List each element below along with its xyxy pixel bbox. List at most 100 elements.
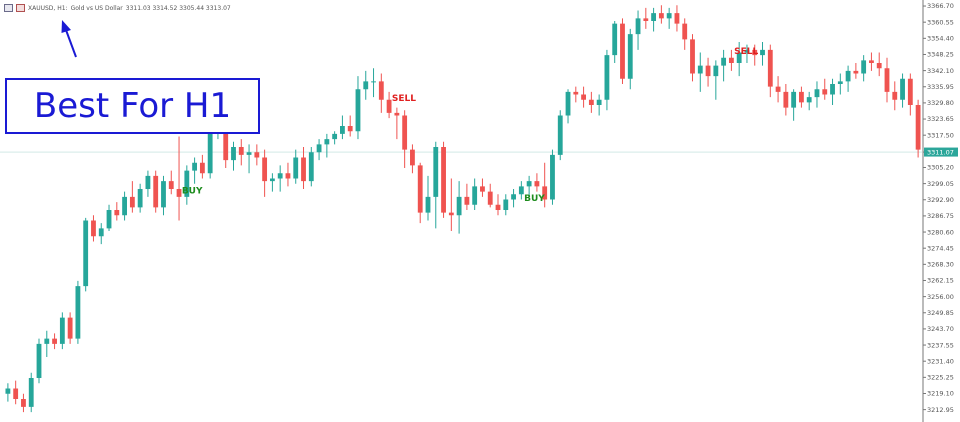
candle (347, 115, 353, 137)
price-tick-label: 3342.10 (927, 67, 954, 75)
candle (573, 86, 579, 103)
candles-layer (0, 5, 922, 413)
candle (721, 49, 727, 82)
candle (246, 144, 252, 174)
candle (91, 215, 96, 242)
candle (728, 49, 734, 71)
candle (542, 162, 548, 208)
candle (324, 133, 330, 158)
candle (557, 110, 563, 161)
candle (293, 149, 299, 184)
candle (635, 10, 641, 50)
candle (643, 7, 649, 29)
candle (464, 183, 470, 210)
candle (52, 333, 57, 350)
candle (21, 393, 26, 413)
candle (340, 115, 345, 140)
candle (44, 330, 50, 357)
price-tick-label: 3280.60 (927, 228, 954, 236)
candle (853, 63, 859, 79)
candle (620, 18, 625, 84)
candle (153, 170, 159, 213)
candle (534, 173, 540, 192)
price-tick-label: 3292.90 (927, 196, 954, 204)
candle (830, 78, 835, 105)
candle (658, 5, 664, 24)
candle (472, 178, 478, 210)
candle (900, 73, 905, 108)
candle (83, 217, 89, 292)
annotation-box: Best For H1 (5, 78, 260, 134)
candle (262, 149, 268, 197)
price-tick-label: 3219.10 (927, 390, 954, 398)
candle (137, 183, 143, 213)
annotation-text: Best For H1 (33, 86, 232, 126)
candle (690, 34, 695, 82)
candle (791, 89, 797, 121)
candle (604, 49, 610, 111)
price-tick-label: 3354.40 (927, 35, 954, 43)
price-tick-label: 3212.95 (927, 406, 954, 414)
candle (308, 147, 314, 187)
candle (869, 52, 874, 71)
candle (176, 136, 182, 221)
candle (783, 84, 789, 116)
candle (674, 5, 680, 32)
candle (269, 173, 275, 192)
annotation-arrow (61, 20, 77, 58)
price-tick-label: 3366.70 (927, 2, 954, 10)
price-tick-label: 3348.25 (927, 51, 954, 59)
candle (705, 57, 711, 87)
candle (386, 91, 392, 119)
current-price-label: 3311.07 (927, 148, 954, 156)
candle (363, 70, 369, 100)
candle (75, 280, 81, 344)
candle (581, 86, 586, 108)
candle (425, 175, 431, 221)
candle (285, 162, 291, 187)
candle (199, 154, 205, 179)
candle (651, 7, 657, 32)
ohlc-values: 3311.03 3314.52 3305.44 3313.07 (125, 4, 231, 12)
candle (760, 42, 765, 66)
candle (106, 204, 112, 231)
candle (487, 183, 493, 208)
candle (98, 223, 104, 245)
price-tick-label: 3274.45 (927, 244, 954, 252)
price-axis: 3366.70 3360.55 3354.40 3348.25 3342.10 3335.… (922, 0, 958, 422)
candle (28, 372, 34, 413)
candle (907, 73, 913, 116)
price-tick-label: 3286.75 (927, 212, 954, 220)
price-tick-label: 3262.15 (927, 277, 954, 285)
candle (184, 165, 190, 205)
candle (713, 60, 719, 100)
candle (915, 99, 921, 158)
candle (371, 68, 376, 98)
candle (682, 18, 688, 50)
candle (511, 189, 516, 208)
candle (736, 42, 742, 77)
price-tick-label: 3249.85 (927, 309, 954, 317)
candle (433, 141, 439, 229)
candle (837, 73, 843, 95)
candle (316, 139, 322, 161)
candle (627, 28, 633, 90)
candle (480, 178, 485, 197)
candle (277, 165, 283, 192)
candle (67, 312, 73, 344)
candle (168, 170, 174, 195)
price-tick-label: 3305.20 (927, 164, 954, 172)
candle (145, 170, 151, 197)
price-tick-label: 3329.80 (927, 99, 954, 107)
chart-type-icon[interactable] (16, 4, 25, 12)
candle (876, 52, 882, 77)
candle (129, 181, 135, 213)
price-tick-label: 3323.65 (927, 115, 954, 123)
candle (612, 21, 618, 63)
candle (441, 141, 446, 218)
chart-table-icon[interactable] (4, 4, 13, 12)
price-tick-label: 3360.55 (927, 18, 954, 26)
price-tick-label: 3268.30 (927, 261, 954, 269)
candle (845, 65, 851, 92)
